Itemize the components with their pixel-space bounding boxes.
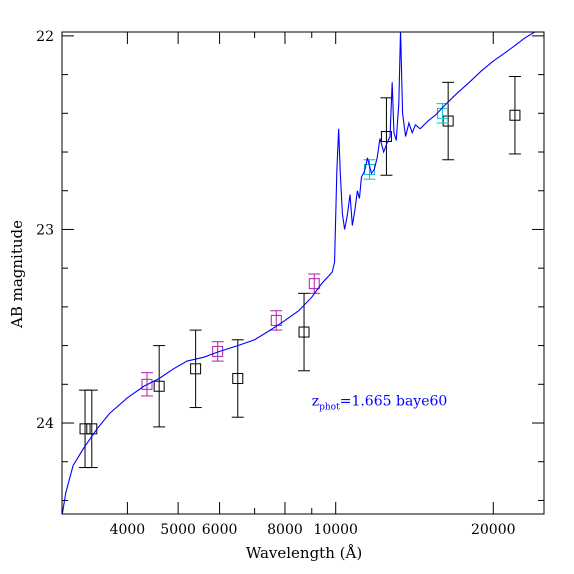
clipped-series [62, 32, 536, 514]
photometry-point [308, 273, 321, 294]
photometry-point [85, 389, 98, 469]
data-box-marker [153, 380, 165, 392]
data-box-marker [298, 326, 310, 338]
annotation-subscript: phot [319, 403, 340, 413]
annotation-rest: =1.665 baye60 [340, 394, 448, 410]
annotation-prefix: z [312, 394, 319, 410]
photometry-point [442, 81, 455, 161]
data-box-marker [232, 372, 244, 384]
x-axis-title: Wavelength (Å) [246, 544, 362, 562]
photometry-point [231, 339, 244, 418]
x-tick-label: 8000 [267, 522, 303, 538]
data-box-marker [509, 109, 521, 121]
data-box-marker [308, 278, 320, 290]
photometry-point [380, 97, 393, 176]
x-tick-label: 4000 [110, 522, 146, 538]
photometry-point [298, 292, 311, 372]
photometry-point [140, 372, 153, 397]
x-tick-label: 6000 [202, 522, 238, 538]
y-tick-label: 24 [36, 416, 54, 432]
sed-template-line [62, 32, 536, 514]
data-box-marker [141, 378, 153, 390]
y-tick-label: 22 [36, 29, 54, 45]
data-box-marker [190, 363, 202, 375]
photometry-point [79, 389, 92, 469]
data-box-marker [442, 115, 454, 127]
data-box-marker [212, 345, 224, 357]
photometry-point [189, 329, 202, 409]
photometry-point [153, 345, 166, 428]
plot-frame [61, 31, 545, 515]
photometric-redshift-annotation: zphot=1.665 baye60 [312, 394, 448, 413]
photometry-point [270, 310, 283, 331]
data-box-marker [79, 423, 91, 435]
y-axis-title: AB magnitude [8, 220, 26, 329]
y-tick-label: 23 [36, 222, 54, 238]
data-box-marker [270, 314, 282, 326]
x-tick-label: 10000 [313, 522, 358, 538]
photometry-point [436, 103, 449, 124]
photometry-point [508, 76, 521, 155]
data-box-marker [380, 131, 392, 143]
tick-labels-layer: 4000 5000 6000 8000 10000 20000 22 23 24 [36, 29, 515, 538]
series-layer [62, 32, 536, 514]
x-tick-label: 5000 [160, 522, 196, 538]
x-tick-label: 20000 [471, 522, 516, 538]
tick-layer [62, 32, 544, 514]
photometry-point [211, 341, 224, 362]
